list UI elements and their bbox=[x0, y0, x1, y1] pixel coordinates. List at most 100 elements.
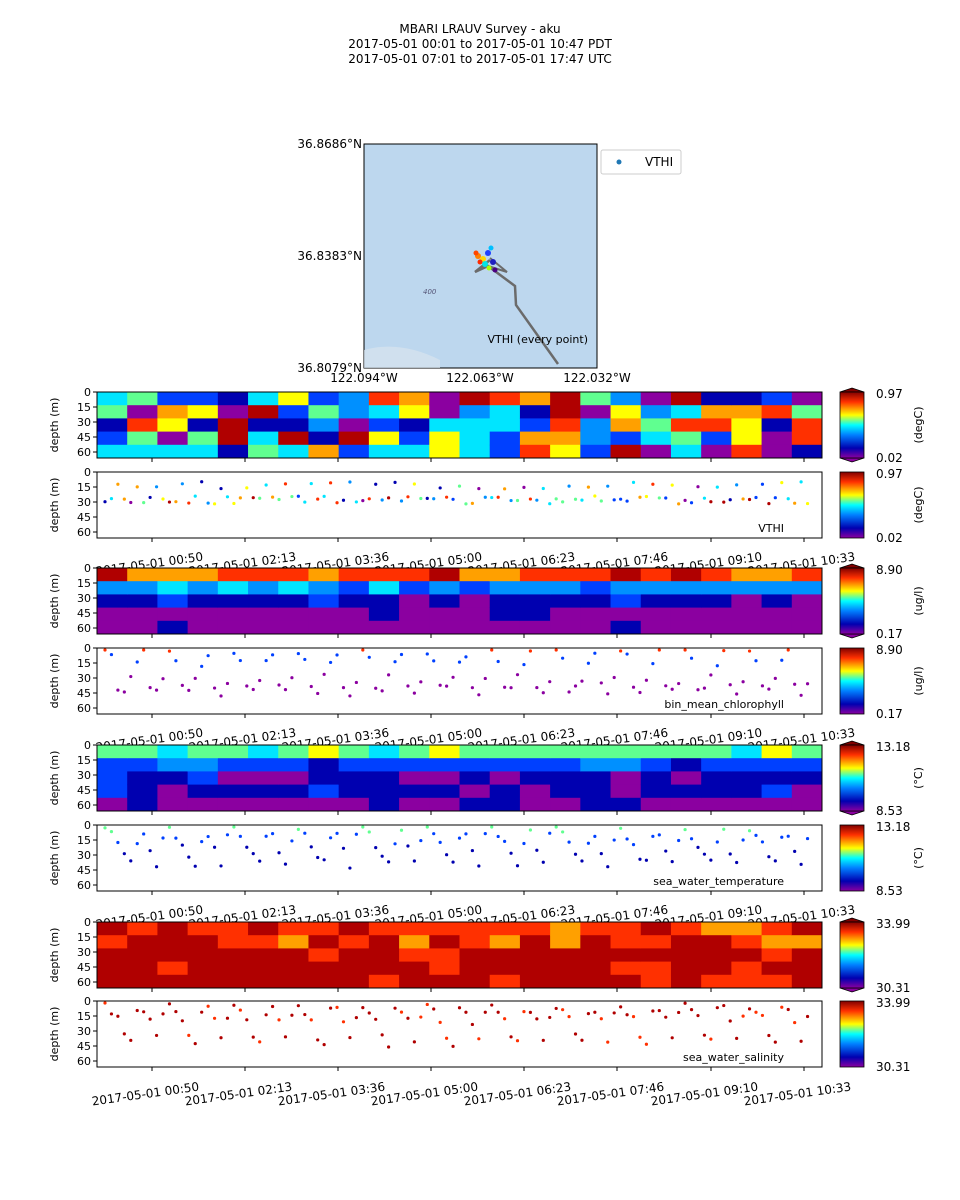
scatter-point bbox=[599, 852, 603, 856]
heatmap-cell bbox=[368, 797, 400, 812]
heatmap-cell bbox=[519, 581, 551, 595]
colorbar-min-label: 8.53 bbox=[876, 884, 903, 898]
scatter-point bbox=[541, 860, 545, 864]
scatter-point bbox=[258, 496, 262, 500]
scatter-point bbox=[515, 1039, 520, 1043]
scatter-point bbox=[573, 1032, 578, 1036]
scatter-point bbox=[522, 485, 526, 489]
heatmap-cell bbox=[399, 745, 430, 759]
scatter-point bbox=[728, 1019, 732, 1023]
scatter-point bbox=[793, 682, 797, 686]
heatmap-cell bbox=[368, 922, 400, 936]
heatmap-cell bbox=[97, 797, 128, 812]
scatter-point bbox=[290, 1013, 294, 1017]
scatter-point bbox=[412, 859, 416, 863]
scatter-point bbox=[148, 686, 152, 690]
scatter-point bbox=[277, 851, 281, 855]
scatter-point bbox=[193, 494, 197, 498]
scatter-point bbox=[483, 495, 487, 499]
heatmap-cell bbox=[399, 961, 430, 976]
colorbar-extend-bottom bbox=[839, 457, 865, 463]
scatter-point bbox=[167, 1002, 172, 1006]
depth-tick-label: 15 bbox=[77, 754, 91, 767]
scatter-point bbox=[361, 648, 365, 652]
scatter-point bbox=[380, 689, 384, 693]
scatter-point bbox=[773, 1040, 777, 1044]
heatmap-cell bbox=[519, 784, 551, 799]
heatmap-cell bbox=[368, 607, 400, 622]
heatmap-cell bbox=[459, 568, 491, 582]
scatter-point bbox=[174, 659, 178, 663]
scatter-point bbox=[677, 838, 681, 843]
scatter-point bbox=[122, 1032, 126, 1036]
heatmap-cell bbox=[459, 444, 491, 459]
heatmap-cell bbox=[459, 922, 491, 936]
scatter-point bbox=[780, 835, 784, 839]
heatmap-cell bbox=[519, 568, 551, 582]
scatter-point bbox=[290, 839, 294, 843]
scatter-point bbox=[586, 1012, 591, 1016]
heatmap-cell bbox=[429, 581, 460, 595]
sea-water-temperature-heatmap-panel: 0 15 30 45 60 depth (m) 13.18 8.53 (°C) bbox=[48, 739, 925, 818]
colorbar: 8.90 0.17 (ug/l) bbox=[839, 643, 925, 721]
heatmap-cell bbox=[580, 935, 612, 949]
heatmap-cell bbox=[308, 392, 340, 406]
scatter-point bbox=[393, 480, 397, 484]
scatter-point bbox=[303, 831, 307, 835]
heatmap-cell bbox=[308, 961, 340, 976]
colorbar-max-label: 33.99 bbox=[876, 917, 910, 931]
depth-axis-label: depth (m) bbox=[48, 654, 61, 709]
scatter-point bbox=[406, 684, 410, 688]
scatter-point bbox=[180, 683, 184, 687]
heatmap-cell bbox=[731, 568, 763, 582]
heatmap-cell bbox=[640, 745, 672, 759]
heatmap-cell bbox=[640, 620, 672, 635]
heatmap-cell bbox=[701, 961, 732, 976]
heatmap-cell bbox=[97, 771, 128, 786]
heatmap-cell bbox=[610, 444, 642, 459]
heatmap-cell bbox=[157, 431, 189, 446]
heatmap-cell bbox=[550, 758, 581, 772]
heatmap-cell bbox=[217, 444, 249, 459]
heatmap-cell bbox=[308, 922, 340, 936]
heatmap-cell bbox=[761, 961, 793, 976]
heatmap-cell bbox=[127, 758, 158, 772]
heatmap-cell bbox=[187, 568, 219, 582]
heatmap-cell bbox=[550, 771, 581, 786]
heatmap-cell bbox=[791, 581, 823, 595]
scatter-point bbox=[586, 661, 591, 665]
heatmap-cell bbox=[97, 758, 128, 772]
scatter-point bbox=[561, 500, 565, 504]
heatmap-cell bbox=[761, 935, 793, 949]
heatmap-cell bbox=[127, 771, 158, 786]
heatmap-cell bbox=[97, 620, 128, 635]
heatmap-cell bbox=[368, 431, 400, 446]
map-sample-point bbox=[485, 250, 491, 256]
heatmap-cell bbox=[278, 620, 309, 635]
scatter-point bbox=[296, 651, 300, 656]
sea-water-salinity-heatmap-panel: 0 15 30 45 60 depth (m) 33.99 30.31 bbox=[48, 916, 910, 995]
scatter-point bbox=[457, 660, 462, 664]
heatmap-cell bbox=[399, 431, 430, 446]
scatter-point bbox=[509, 851, 513, 855]
heatmap-cell bbox=[701, 935, 732, 949]
heatmap-cell bbox=[640, 948, 672, 963]
heatmap-cell bbox=[368, 568, 400, 582]
heatmap-cell bbox=[368, 771, 400, 786]
heatmap-cell bbox=[519, 745, 551, 759]
scatter-point bbox=[451, 860, 455, 864]
scatter-point bbox=[638, 857, 642, 861]
heatmap-cell bbox=[278, 922, 309, 936]
scatter-point bbox=[573, 852, 578, 856]
heatmap-cell bbox=[791, 771, 823, 786]
heatmap-cell bbox=[97, 568, 128, 582]
scatter-point bbox=[503, 685, 507, 689]
map-legend-marker bbox=[616, 159, 622, 165]
heatmap-cell bbox=[610, 431, 642, 446]
heatmap-cell bbox=[640, 935, 672, 949]
scatter-point bbox=[457, 484, 462, 488]
heatmap-cell bbox=[308, 948, 340, 963]
heatmap-cell bbox=[459, 607, 491, 622]
colorbar: 0.97 0.02 (degC) bbox=[839, 467, 925, 545]
scatter-point bbox=[116, 1014, 120, 1018]
